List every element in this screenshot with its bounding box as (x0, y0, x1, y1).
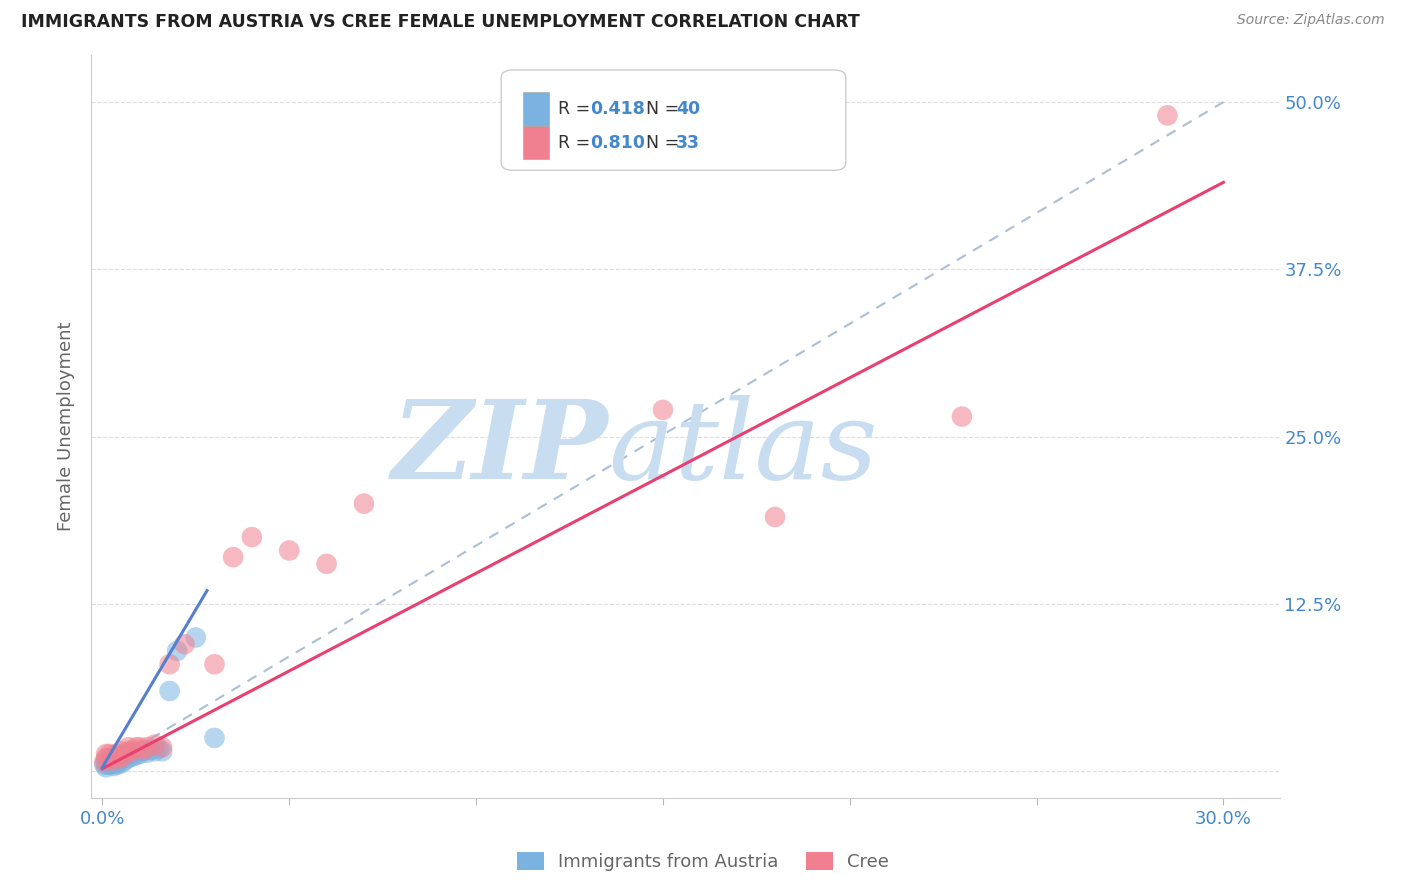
Point (117, 747, 139, 761)
Point (125, 740, 148, 755)
Point (94, 755, 117, 769)
Point (94, 760, 117, 774)
Text: N =: N = (636, 100, 685, 118)
Point (128, 740, 150, 755)
Point (114, 747, 136, 761)
Point (98, 747, 121, 761)
Point (114, 749, 136, 764)
Point (652, 403, 675, 417)
Text: IMMIGRANTS FROM AUSTRIA VS CREE FEMALE UNEMPLOYMENT CORRELATION CHART: IMMIGRANTS FROM AUSTRIA VS CREE FEMALE U… (21, 13, 860, 31)
Point (159, 657, 181, 672)
Point (204, 657, 226, 672)
Text: 0.810: 0.810 (591, 134, 645, 152)
Point (93, 755, 115, 769)
Point (121, 744, 143, 758)
FancyBboxPatch shape (523, 92, 548, 126)
Point (184, 631, 207, 645)
Point (315, 557, 337, 571)
Point (117, 740, 139, 755)
Point (136, 740, 159, 755)
Point (117, 744, 139, 758)
Point (103, 748, 125, 763)
Point (94, 751, 117, 765)
FancyBboxPatch shape (501, 70, 846, 170)
Point (240, 530, 263, 544)
Point (105, 757, 128, 772)
Point (103, 751, 125, 765)
Y-axis label: Female Unemployment: Female Unemployment (58, 322, 75, 532)
Point (98, 751, 121, 765)
Point (159, 684, 181, 698)
Point (94, 747, 117, 761)
Text: 33: 33 (676, 134, 700, 152)
Point (150, 740, 173, 755)
Point (93, 757, 115, 772)
Point (108, 754, 131, 768)
Point (148, 741, 170, 756)
Point (125, 748, 148, 763)
Point (98, 754, 121, 768)
Point (136, 746, 159, 760)
Point (110, 744, 132, 758)
Point (121, 749, 143, 764)
Point (204, 731, 226, 745)
Point (353, 497, 375, 511)
FancyBboxPatch shape (523, 126, 548, 159)
Point (173, 637, 195, 651)
Point (105, 751, 128, 765)
Text: R =: R = (558, 100, 596, 118)
Point (121, 746, 143, 760)
Point (100, 756, 122, 771)
Point (166, 644, 188, 658)
Text: atlas: atlas (609, 395, 877, 503)
Point (110, 749, 132, 764)
Point (110, 751, 132, 765)
Point (105, 747, 128, 761)
Point (222, 550, 245, 565)
Point (105, 749, 128, 764)
Point (143, 738, 166, 752)
Text: 40: 40 (676, 100, 700, 118)
Text: R =: R = (558, 134, 596, 152)
Point (114, 747, 136, 761)
Point (125, 744, 148, 758)
Legend: Immigrants from Austria, Cree: Immigrants from Austria, Cree (509, 845, 897, 879)
Point (114, 754, 136, 768)
Point (103, 759, 125, 773)
Point (103, 756, 125, 771)
Point (1156, 108, 1178, 122)
Point (950, 409, 973, 424)
Point (103, 754, 125, 768)
Point (139, 743, 162, 757)
Point (763, 510, 786, 524)
Point (132, 743, 155, 757)
Point (128, 747, 150, 761)
Point (105, 755, 128, 769)
Point (278, 543, 301, 558)
Point (97, 757, 120, 772)
Point (98, 757, 121, 772)
Point (150, 744, 173, 758)
Point (117, 751, 139, 765)
Text: N =: N = (636, 134, 685, 152)
Point (143, 744, 166, 758)
Point (103, 754, 125, 768)
Text: Source: ZipAtlas.com: Source: ZipAtlas.com (1237, 13, 1385, 28)
Point (104, 756, 127, 771)
Point (110, 756, 132, 771)
Text: ZIP: ZIP (391, 395, 609, 503)
Point (105, 752, 128, 766)
Text: 0.418: 0.418 (591, 100, 645, 118)
Point (132, 744, 155, 758)
Point (110, 752, 132, 766)
